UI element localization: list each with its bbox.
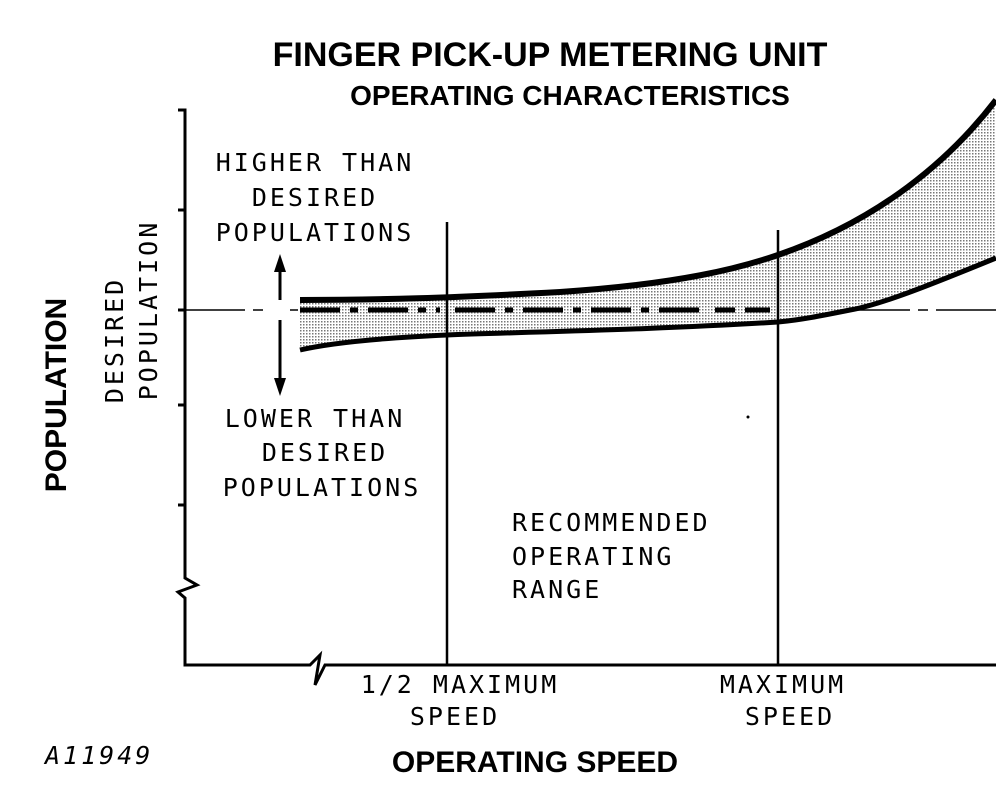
y-axis-label: POPULATION [40, 298, 73, 492]
operating-band [300, 100, 996, 350]
lower-text: LOWER THAN [225, 404, 406, 433]
lower-curve [299, 255, 996, 353]
higher-text: POPULATIONS [216, 218, 415, 247]
lower-text: DESIRED [262, 438, 388, 467]
higher-text: DESIRED [252, 183, 378, 212]
range-text: RANGE [512, 575, 602, 604]
speck [746, 415, 750, 419]
x-marker-label: MAXIMUM [720, 670, 846, 699]
x-axis-label: OPERATING SPEED [392, 746, 678, 779]
x-marker-label: SPEED [410, 702, 500, 731]
axes [175, 108, 996, 686]
x-marker-label: 1/2 MAXIMUM [361, 670, 560, 699]
arrow-up-head [274, 254, 286, 272]
figure-id: A11949 [43, 741, 153, 770]
range-text: RECOMMENDED [512, 508, 711, 537]
y-ticks [178, 208, 185, 507]
title: FINGER PICK-UP METERING UNIT [273, 36, 828, 74]
range-text: OPERATING [512, 542, 674, 571]
lower-text: POPULATIONS [223, 473, 422, 502]
upper-curve [299, 98, 996, 303]
subtitle: OPERATING CHARACTERISTICS [350, 80, 790, 111]
higher-text: HIGHER THAN [216, 148, 415, 177]
x-marker-label: SPEED [745, 702, 835, 731]
reference-label: DESIRED [100, 277, 129, 403]
reference-label: POPULATION [134, 220, 163, 401]
arrow-down-head [274, 378, 286, 396]
